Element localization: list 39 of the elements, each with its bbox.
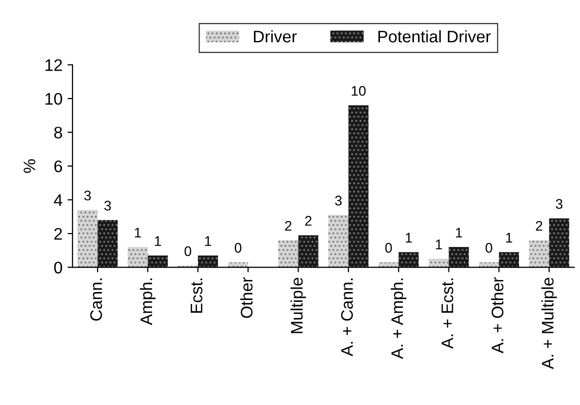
- data-label: 1: [154, 236, 161, 246]
- y-tick-label: 12: [46, 59, 62, 71]
- data-label: 0: [385, 242, 392, 253]
- data-label: 1: [406, 232, 412, 242]
- x-tick-label: Amph.: [140, 278, 156, 326]
- y-tick-label: 10: [46, 92, 62, 105]
- data-label: 2: [285, 220, 292, 231]
- data-label: 0: [234, 242, 242, 253]
- legend-label: Driver: [254, 30, 297, 42]
- x-tick-label: A. + Cann.: [341, 278, 353, 356]
- data-label: 0: [184, 246, 192, 256]
- data-label: 0: [486, 242, 492, 253]
- legend-label: Potential Driver: [378, 30, 491, 42]
- data-label: 2: [536, 220, 542, 231]
- data-label: 3: [104, 200, 111, 211]
- data-label: 3: [335, 196, 342, 206]
- y-tick-label: 2: [54, 228, 62, 240]
- y-tick-label: 0: [54, 262, 62, 274]
- x-tick-label: A. + Amph.: [390, 278, 406, 359]
- x-tick-label: A. + Ecst.: [442, 278, 454, 349]
- x-tick-label: A. + Other: [491, 277, 504, 354]
- y-tick-label: 4: [54, 194, 62, 206]
- x-tick-label: Ecst.: [190, 278, 202, 313]
- y-tick-label: 6: [54, 160, 62, 172]
- data-label: 1: [506, 232, 512, 242]
- data-label: 1: [134, 228, 141, 238]
- data-label: 3: [84, 190, 91, 200]
- x-tick-label: Other: [240, 277, 253, 318]
- data-label: 1: [436, 240, 442, 250]
- y-tick-label: 8: [54, 126, 62, 139]
- x-tick-label: Cann.: [90, 278, 102, 321]
- x-tick-label: Multiple: [290, 278, 306, 334]
- data-label: 2: [305, 216, 312, 226]
- data-label: 1: [205, 236, 212, 246]
- y-axis-title: %: [24, 159, 36, 173]
- data-label: 1: [456, 228, 462, 238]
- data-label: 3: [556, 199, 562, 209]
- x-tick-label: A. + Multiple: [541, 278, 557, 370]
- data-label: 10: [352, 86, 366, 96]
